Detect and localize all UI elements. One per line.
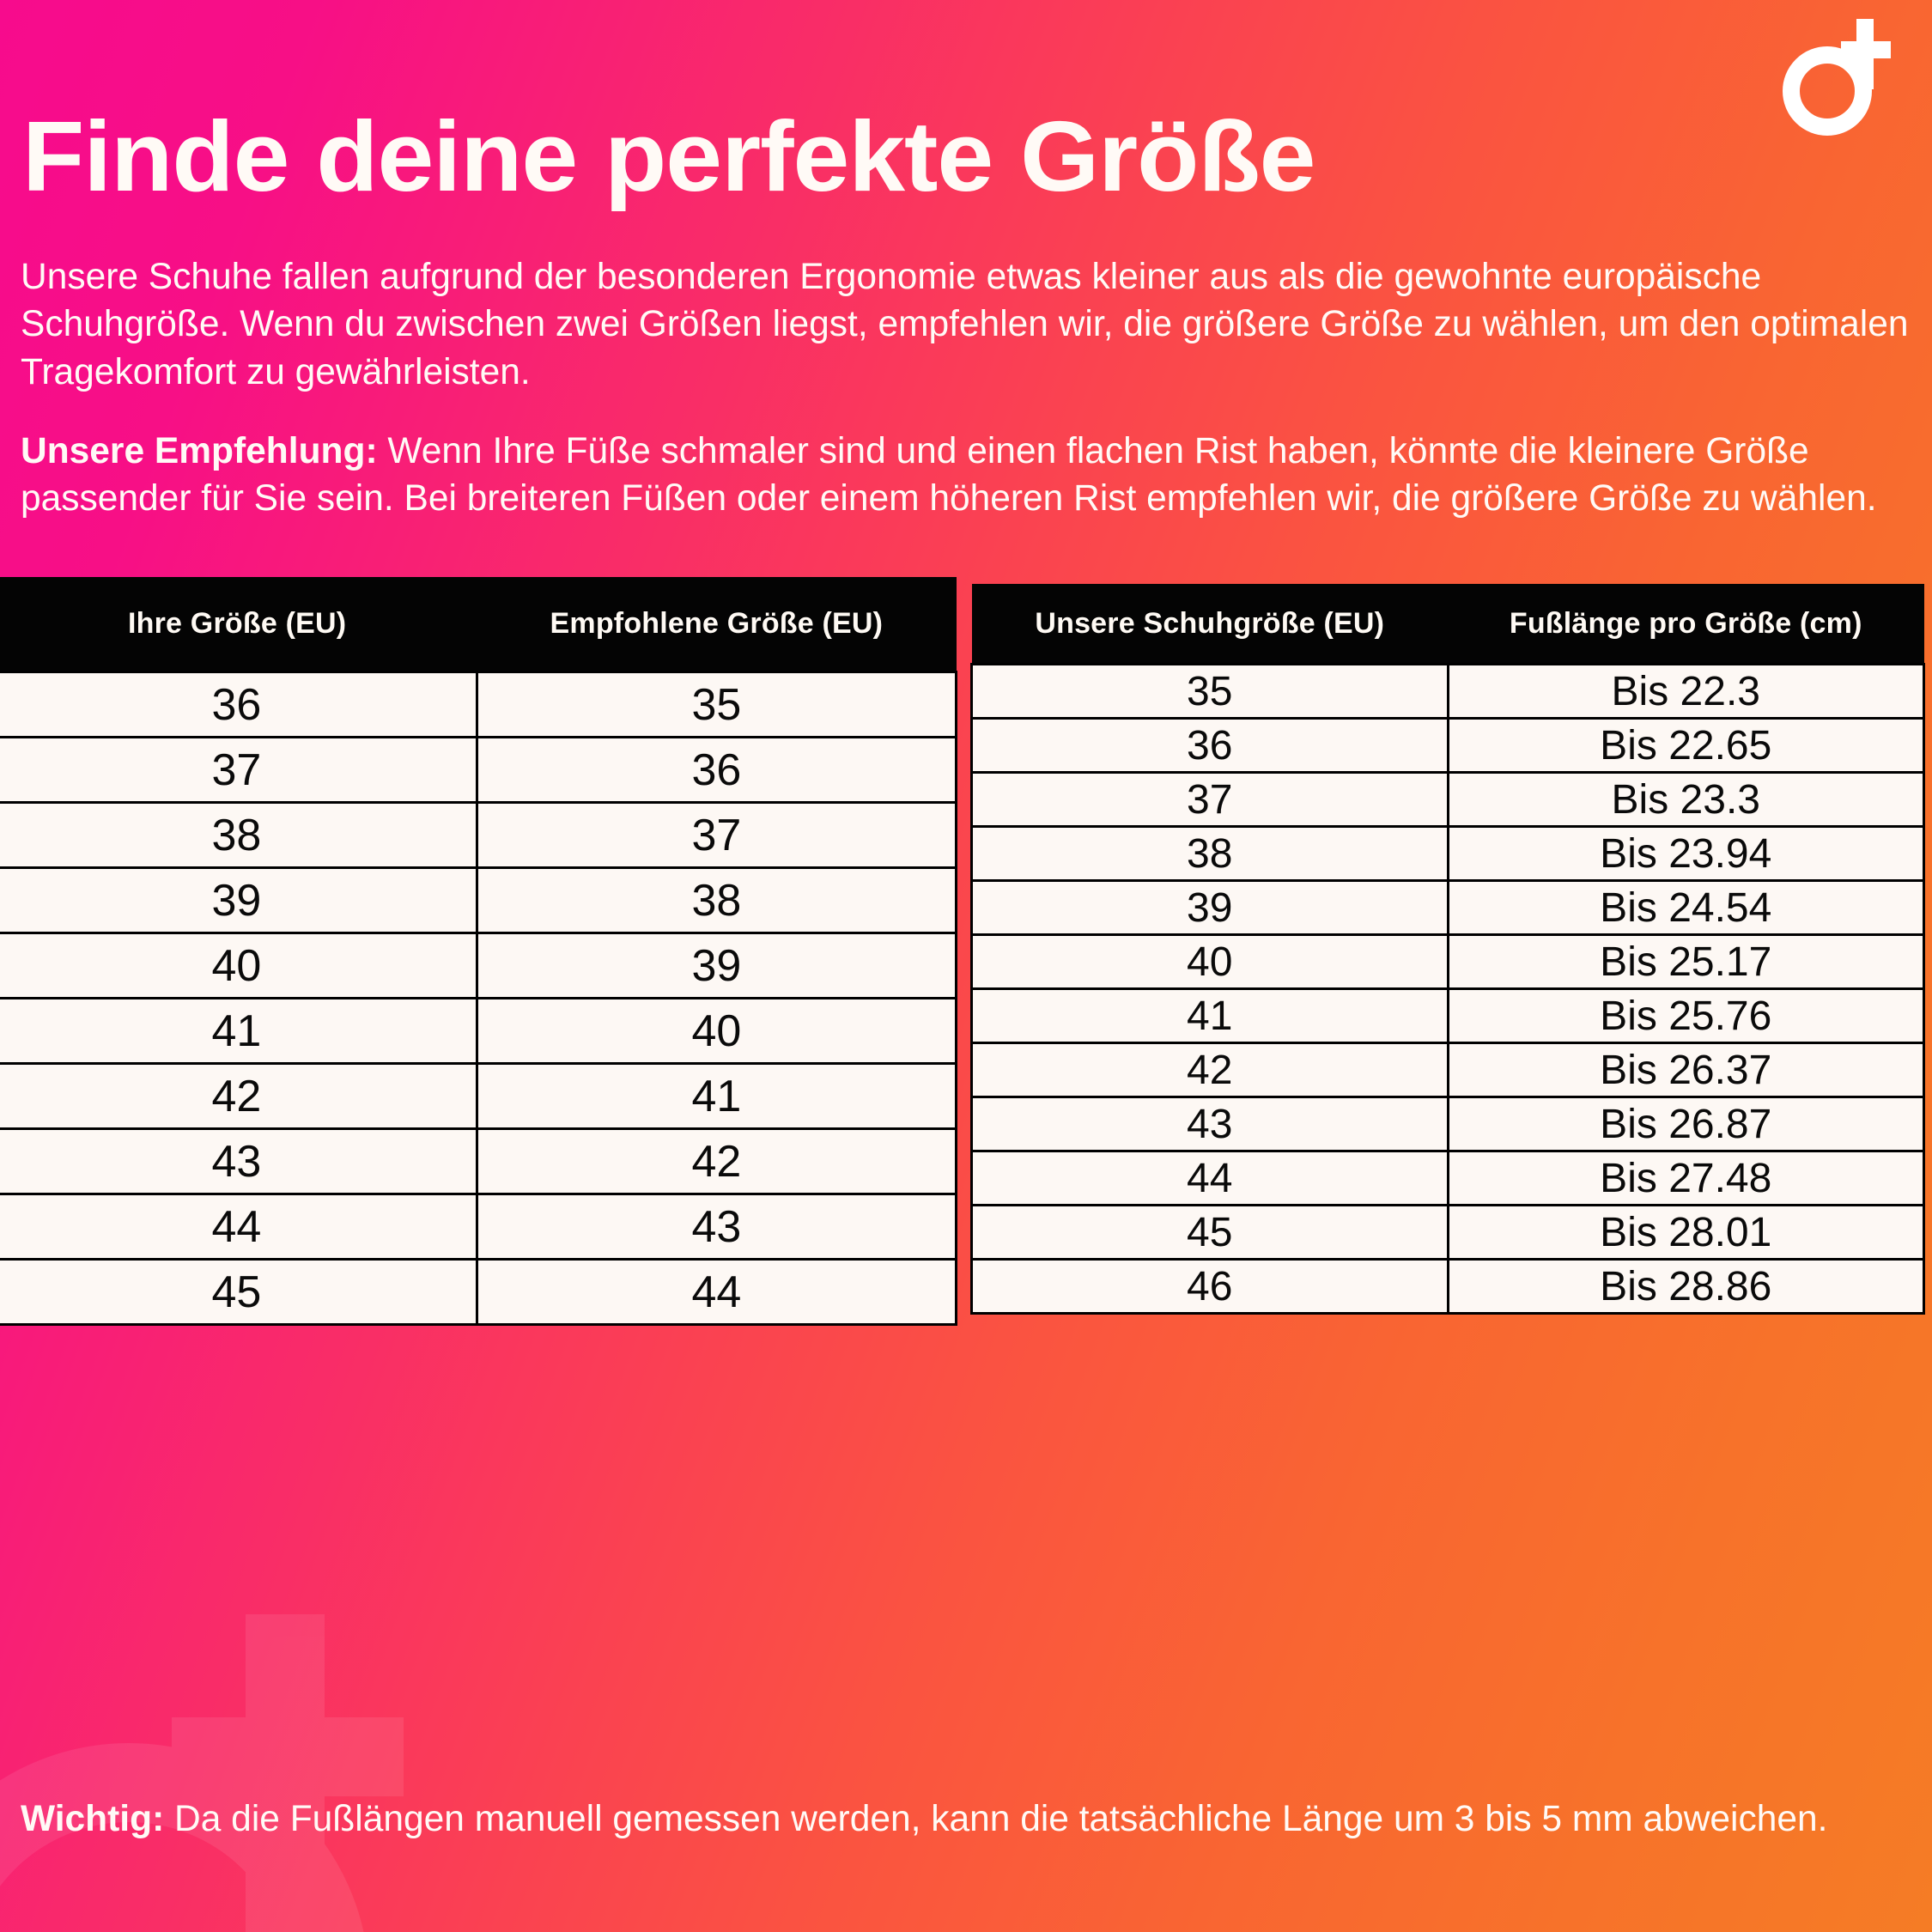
length-header-foot-length: Fußlänge pro Größe (cm) (1448, 584, 1924, 665)
conversion_table-cell: 45 (0, 1258, 478, 1326)
recommendation-text: Wenn Ihre Füße schmaler sind und einen f… (21, 430, 1877, 519)
length_table-cell: 46 (970, 1258, 1449, 1315)
intro-paragraph-2: Unsere Empfehlung: Wenn Ihre Füße schmal… (21, 428, 1910, 523)
length_table-cell: Bis 25.76 (1446, 987, 1925, 1044)
conversion-header-recommended-size: Empfohlene Größe (EU) (477, 577, 957, 672)
length_table-cell: 36 (970, 717, 1449, 774)
length_table-cell: 38 (970, 825, 1449, 882)
conversion-table: Ihre Größe (EU) Empfohlene Größe (EU) 36… (0, 577, 958, 1326)
table-row: 40 Bis 25.17 (970, 933, 1925, 990)
conversion-table-body: 36 35 37 36 38 37 39 38 40 39 41 40 42 41 43 42 44 43 45 44 (0, 671, 958, 1326)
conversion_table-cell: 42 (475, 1127, 958, 1195)
length_table-cell: Bis 23.3 (1446, 771, 1925, 828)
conversion_table-cell: 37 (0, 736, 478, 804)
table-row: 35 Bis 22.3 (970, 663, 1925, 720)
conversion_table-cell: 42 (0, 1062, 478, 1130)
table-row: 43 42 (0, 1127, 958, 1195)
conversion-header-your-size: Ihre Größe (EU) (0, 577, 477, 672)
table-row: 36 Bis 22.65 (970, 717, 1925, 774)
conversion_table-cell: 39 (0, 866, 478, 934)
table-row: 41 40 (0, 997, 958, 1065)
length_table-cell: 35 (970, 663, 1449, 720)
table-row: 38 37 (0, 801, 958, 869)
length_table-cell: 42 (970, 1042, 1449, 1098)
conversion_table-cell: 43 (0, 1127, 478, 1195)
table-row: 37 Bis 23.3 (970, 771, 1925, 828)
length_table-cell: Bis 28.86 (1446, 1258, 1925, 1315)
length_table-cell: Bis 28.01 (1446, 1204, 1925, 1261)
table-row: 44 43 (0, 1193, 958, 1261)
length_table-cell: 37 (970, 771, 1449, 828)
conversion-table-head: Ihre Größe (EU) Empfohlene Größe (EU) (0, 577, 957, 672)
table-row: 40 39 (0, 932, 958, 999)
table-row: 44 Bis 27.48 (970, 1150, 1925, 1206)
table-row: 36 35 (0, 671, 958, 738)
length-header-row: Unsere Schuhgröße (EU) Fußlänge pro Größ… (971, 584, 1924, 665)
length_table-cell: Bis 24.54 (1446, 879, 1925, 936)
length_table-cell: Bis 22.65 (1446, 717, 1925, 774)
conversion_table-cell: 41 (0, 997, 478, 1065)
conversion_table-cell: 44 (0, 1193, 478, 1261)
table-row: 38 Bis 23.94 (970, 825, 1925, 882)
table-row: 39 Bis 24.54 (970, 879, 1925, 936)
conversion_table-cell: 41 (475, 1062, 958, 1130)
conversion_table-cell: 40 (0, 932, 478, 999)
conversion_table-cell: 39 (475, 932, 958, 999)
length-table-head: Unsere Schuhgröße (EU) Fußlänge pro Größ… (971, 584, 1924, 665)
table-row: 43 Bis 26.87 (970, 1096, 1925, 1152)
length_table-cell: Bis 23.94 (1446, 825, 1925, 882)
length_table-cell: 40 (970, 933, 1449, 990)
conversion_table-cell: 38 (0, 801, 478, 869)
intro-paragraph-1: Unsere Schuhe fallen aufgrund der besond… (21, 256, 1909, 392)
length_table-cell: Bis 27.48 (1446, 1150, 1925, 1206)
table-row: 37 36 (0, 736, 958, 804)
conversion_table-cell: 35 (475, 671, 958, 738)
conversion_table-cell: 38 (475, 866, 958, 934)
length_table-cell: 39 (970, 879, 1449, 936)
length_table-cell: 43 (970, 1096, 1449, 1152)
conversion_table-cell: 36 (475, 736, 958, 804)
conversion_table-cell: 43 (475, 1193, 958, 1261)
footer-label: Wichtig: (21, 1798, 165, 1839)
conversion_table-cell: 40 (475, 997, 958, 1065)
recommendation-label: Unsere Empfehlung: (21, 430, 378, 471)
footer-note: Wichtig: Da die Fußlängen manuell gemess… (21, 1795, 1914, 1844)
page-title: Finde deine perfekte Größe (22, 100, 1315, 212)
conversion_table-cell: 44 (475, 1258, 958, 1326)
conversion_table-cell: 37 (475, 801, 958, 869)
length_table-cell: Bis 26.37 (1446, 1042, 1925, 1098)
length_table-cell: Bis 25.17 (1446, 933, 1925, 990)
table-row: 45 44 (0, 1258, 958, 1326)
table-row: 41 Bis 25.76 (970, 987, 1925, 1044)
length_table-cell: Bis 22.3 (1446, 663, 1925, 720)
length_table-cell: 41 (970, 987, 1449, 1044)
length-table: Unsere Schuhgröße (EU) Fußlänge pro Größ… (970, 584, 1925, 1315)
table-row: 42 41 (0, 1062, 958, 1130)
length-table-body: 35 Bis 22.3 36 Bis 22.65 37 Bis 23.3 38 Bis 23.… (970, 663, 1925, 1315)
table-row: 42 Bis 26.37 (970, 1042, 1925, 1098)
length_table-cell: Bis 26.87 (1446, 1096, 1925, 1152)
conversion_table-cell: 36 (0, 671, 478, 738)
table-row: 39 38 (0, 866, 958, 934)
length-header-our-size: Unsere Schuhgröße (EU) (971, 584, 1448, 665)
length_table-cell: 45 (970, 1204, 1449, 1261)
length_table-cell: 44 (970, 1150, 1449, 1206)
footer-text: Da die Fußlängen manuell gemessen werden… (164, 1798, 1828, 1839)
circle-plus-logo-icon (1777, 19, 1908, 136)
conversion-header-row: Ihre Größe (EU) Empfohlene Größe (EU) (0, 577, 957, 672)
table-row: 46 Bis 28.86 (970, 1258, 1925, 1315)
table-row: 45 Bis 28.01 (970, 1204, 1925, 1261)
